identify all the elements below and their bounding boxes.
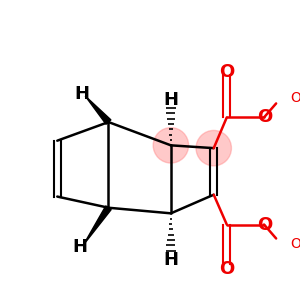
Text: H: H (72, 238, 87, 256)
Text: H: H (74, 85, 89, 103)
Polygon shape (83, 206, 111, 245)
Text: O: O (290, 91, 300, 105)
Text: H: H (164, 91, 178, 109)
Text: O: O (257, 215, 273, 233)
Text: O: O (219, 63, 234, 81)
Circle shape (196, 130, 231, 166)
Text: O: O (257, 108, 273, 126)
Text: O: O (219, 260, 234, 278)
Circle shape (153, 128, 189, 163)
Text: H: H (164, 251, 178, 269)
Polygon shape (85, 96, 111, 124)
Text: O: O (290, 237, 300, 251)
